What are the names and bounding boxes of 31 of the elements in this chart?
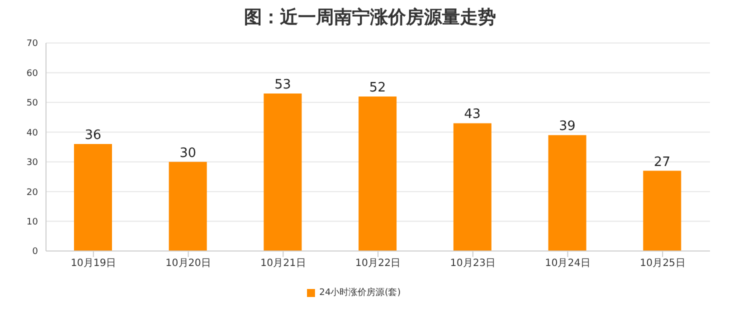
data-label: 39 [559, 119, 576, 134]
y-tick-label: 0 [32, 247, 38, 258]
legend-label: 24小时涨价房源(套) [319, 288, 401, 298]
y-tick-label: 20 [26, 188, 38, 198]
data-label: 52 [369, 80, 386, 96]
bar [453, 123, 492, 251]
x-tick-label: 10月24日 [544, 258, 590, 270]
x-tick-label: 10月25日 [640, 258, 686, 270]
y-tick-label: 70 [26, 39, 38, 50]
bar [358, 96, 397, 251]
x-tick-label: 10月19日 [70, 258, 116, 270]
data-label: 27 [654, 154, 670, 170]
y-tick-label: 30 [26, 158, 38, 168]
bar [264, 94, 302, 251]
x-tick-label: 10月22日 [355, 258, 401, 270]
data-label: 53 [274, 78, 291, 93]
x-tick-label: 10月23日 [450, 258, 496, 270]
data-label: 36 [84, 128, 102, 144]
x-tick-label: 10月20日 [166, 258, 212, 270]
y-tick-label: 50 [26, 98, 38, 109]
bar [74, 144, 112, 251]
y-tick-label: 60 [26, 68, 38, 79]
bar [643, 170, 682, 251]
data-label: 43 [464, 107, 481, 122]
y-tick-label: 40 [26, 128, 38, 138]
bar [168, 162, 207, 251]
x-tick-label: 10月21日 [260, 258, 306, 270]
data-label: 30 [180, 146, 196, 161]
y-tick-label: 10 [26, 217, 38, 228]
chart-title: 图：近一周南宁涨价房源量走势 [243, 7, 497, 30]
bar [548, 135, 586, 251]
